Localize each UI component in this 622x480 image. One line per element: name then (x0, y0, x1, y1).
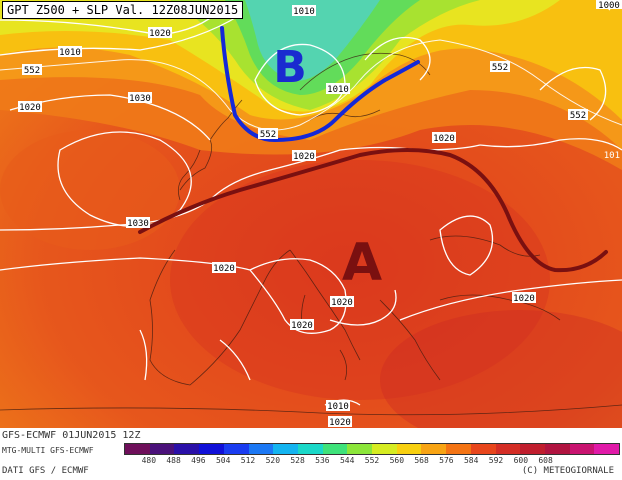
product-label: MTG-MULTI GFS-ECMWF (2, 446, 94, 455)
svg-text:1020: 1020 (291, 321, 313, 331)
geopotential-label-group: 552 552 552 552 (22, 61, 588, 140)
svg-text:1020: 1020 (331, 298, 353, 308)
scale-value-label: 480 (141, 456, 157, 465)
svg-text:1020: 1020 (329, 418, 351, 428)
svg-text:1000: 1000 (598, 1, 620, 11)
svg-text:1020: 1020 (213, 264, 235, 274)
svg-text:552: 552 (492, 63, 508, 73)
scale-value-label: 592 (488, 456, 504, 465)
svg-text:101: 101 (604, 151, 620, 161)
scale-value-label: 504 (215, 456, 231, 465)
copyright-label: (C) METEOGIORNALE (521, 466, 614, 476)
scale-value-label: 560 (389, 456, 405, 465)
scale-swatch (248, 444, 274, 454)
geopotential-label: 552 (22, 64, 42, 76)
isobar-label: 1020 (328, 416, 352, 428)
color-scale (124, 443, 620, 455)
isobar-label: 1020 (290, 319, 314, 331)
isobar-label: 1020 (432, 132, 456, 144)
scale-swatch (297, 444, 323, 454)
zone-528-low (245, 0, 380, 81)
scale-value-label: 600 (513, 456, 529, 465)
scale-swatch (544, 444, 570, 454)
color-scale-labels: 480 488 496 504 512 520 528 536 544 552 560 568 576 5… (124, 456, 620, 468)
scale-swatch (322, 444, 348, 454)
svg-text:1020: 1020 (513, 294, 535, 304)
high-pressure-center: A (342, 233, 382, 293)
scale-value-label: 584 (463, 456, 479, 465)
svg-text:1020: 1020 (293, 152, 315, 162)
scale-swatch (347, 444, 373, 454)
geopotential-label: 552 (568, 109, 588, 121)
svg-text:1030: 1030 (129, 94, 151, 104)
scale-value-label: 552 (364, 456, 380, 465)
scale-value-label: 520 (265, 456, 281, 465)
trough-axis (220, 26, 420, 143)
svg-text:1010: 1010 (59, 48, 81, 58)
svg-text:1010: 1010 (327, 85, 349, 95)
isobar-label: 1010 (326, 400, 350, 412)
svg-text:552: 552 (24, 66, 40, 76)
scale-swatch (569, 444, 595, 454)
scale-swatch (495, 444, 521, 454)
map-title: GPT Z500 + SLP Val. 12Z08JUN2015 (2, 1, 244, 19)
scale-swatch (223, 444, 249, 454)
isobar-label: 1020 (292, 150, 316, 162)
svg-text:552: 552 (260, 130, 276, 140)
scale-value-label: 536 (315, 456, 330, 465)
geopotential-label: 552 (258, 128, 278, 140)
scale-swatch (594, 444, 620, 454)
scale-value-label: 608 (538, 456, 553, 465)
svg-text:1020: 1020 (19, 103, 41, 113)
warm-core-atlantic (0, 130, 180, 250)
svg-text:552: 552 (570, 111, 586, 121)
isobar-label: 1020 (212, 262, 236, 274)
scale-swatch (520, 444, 545, 454)
scale-swatch (470, 444, 496, 454)
isobar-label: 1020 (148, 27, 172, 39)
scale-swatch (199, 444, 224, 454)
scale-swatch (421, 444, 447, 454)
scale-value-label: 544 (339, 456, 355, 465)
svg-text:1010: 1010 (327, 402, 349, 412)
geopotential-label: 552 (490, 61, 510, 73)
scale-swatch (174, 444, 200, 454)
ridge-axis (138, 148, 608, 273)
data-source-label: DATI GFS / ECMWF (2, 466, 89, 476)
low-pressure-center: B (273, 42, 307, 93)
svg-text:1020: 1020 (149, 29, 171, 39)
scale-swatch (273, 444, 298, 454)
geopotential-contours (0, 39, 622, 131)
isobar-label: 1030 (126, 217, 150, 229)
isobar-label: 1030 (128, 92, 152, 104)
scale-swatch (372, 444, 397, 454)
scale-value-label: 528 (290, 456, 305, 465)
svg-text:1030: 1030 (127, 219, 149, 229)
isobar-label: 1000 (596, 0, 622, 11)
isobar-label: 1020 (512, 292, 536, 304)
warm-core-east (380, 310, 622, 428)
scale-value-label: 576 (439, 456, 454, 465)
scale-value-label: 488 (166, 456, 181, 465)
model-run-label: GFS-ECMWF 01JUN2015 12Z (2, 430, 141, 441)
svg-text:1020: 1020 (433, 134, 455, 144)
scale-value-label: 496 (191, 456, 206, 465)
isobar-label: 1020 (330, 296, 354, 308)
scale-swatch (149, 444, 175, 454)
isobar-label-group: 1010 1020 1010 1010 1030 1020 1030 1020 … (0, 0, 622, 428)
scale-value-label: 568 (414, 456, 429, 465)
isobar-label: 1010 (292, 5, 316, 17)
isobar-label: 101 (604, 151, 620, 161)
isobar-label: 1010 (58, 46, 82, 58)
scale-swatch (446, 444, 471, 454)
isobar-label: 1020 (18, 101, 42, 113)
scale-value-label: 512 (240, 456, 256, 465)
scale-swatch (396, 444, 422, 454)
svg-text:1010: 1010 (293, 7, 315, 17)
synoptic-map: B A 1010 1020 1010 1010 1030 1020 1030 1… (0, 0, 622, 428)
isobar-label: 1010 (326, 83, 350, 95)
scale-swatch (125, 444, 150, 454)
